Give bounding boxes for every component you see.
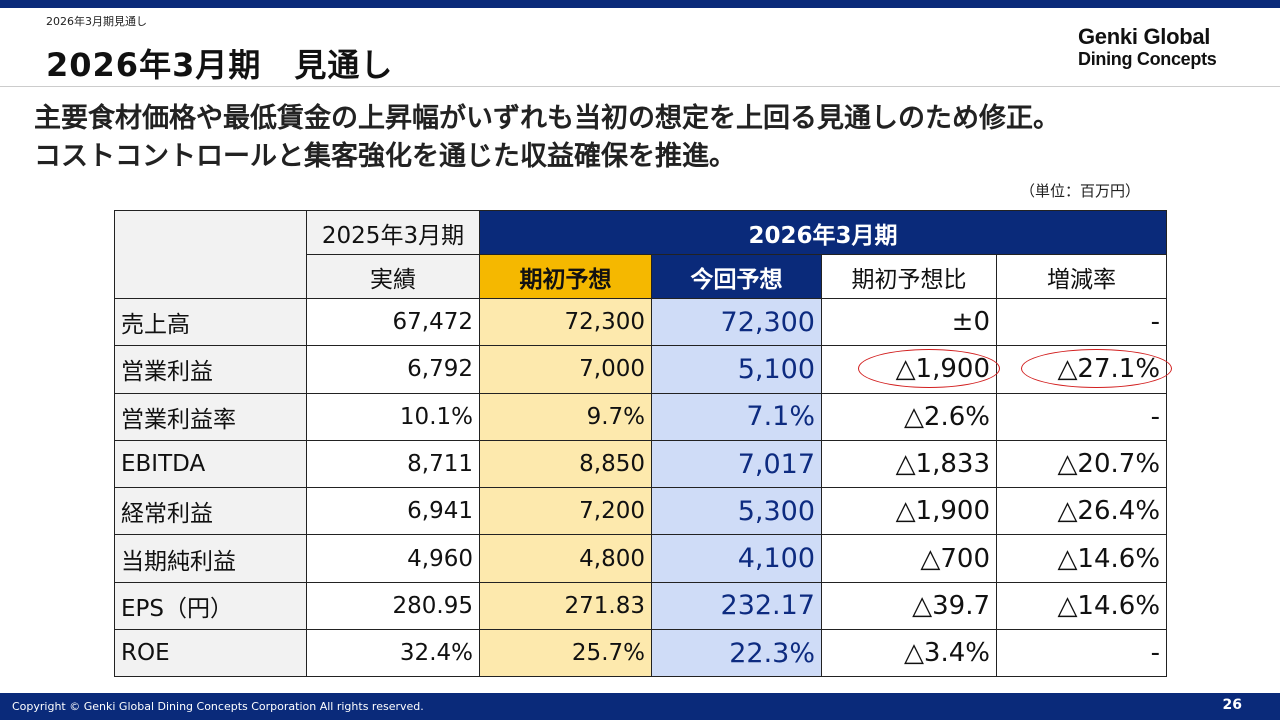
col-header-actual: 実績: [306, 254, 480, 299]
cell-change-rate: -: [995, 392, 1168, 441]
headline-line1: 主要食材価格や最低賃金の上昇幅がいずれも当初の想定を上回る見通しのため修正。: [34, 103, 1060, 134]
cell-vs-initial: △39.7: [821, 581, 997, 631]
cell-initial-forecast: 271.83: [479, 581, 652, 631]
cell-actual: 4,960: [306, 534, 480, 583]
header-row-fiscal-years: 2025年3月期 2026年3月期: [114, 210, 1168, 299]
table-row: 売上高 67,472 72,300 72,300 ±0 -: [114, 297, 1168, 347]
row-label: 当期純利益: [114, 534, 307, 583]
cell-vs-initial: △1,900: [821, 487, 997, 536]
company-logo: Genki Global Dining Concepts: [1078, 25, 1248, 70]
cell-current-forecast: 4,100: [651, 534, 822, 583]
logo-line1: Genki Global: [1078, 24, 1211, 49]
row-label: EPS（円）: [114, 581, 307, 631]
cell-initial-forecast: 72,300: [479, 297, 652, 347]
row-label: 経常利益: [114, 487, 307, 536]
row-label: ROE: [114, 629, 307, 678]
cell-change-rate: -: [995, 629, 1168, 678]
breadcrumb: 2026年3月期見通し: [46, 15, 147, 28]
row-label: 営業利益: [114, 345, 307, 394]
page-number: 26: [1222, 697, 1242, 713]
cell-initial-forecast: 7,000: [479, 345, 652, 394]
cell-initial-forecast: 4,800: [479, 534, 652, 583]
row-label: 営業利益率: [114, 392, 307, 441]
forecast-table: 2025年3月期 2026年3月期 実績 期初予想 今回予想 期初予想比 増減率…: [114, 210, 1173, 678]
table-row: 当期純利益 4,960 4,800 4,100 △700 △14.6%: [114, 534, 1168, 583]
cell-vs-initial-highlighted: △1,900: [821, 345, 1000, 394]
table-row: ROE 32.4% 25.7% 22.3% △3.4% -: [114, 629, 1168, 678]
cell-actual: 280.95: [306, 581, 480, 631]
cell-actual: 10.1%: [306, 392, 480, 441]
cell-change-rate: △20.7%: [995, 439, 1168, 489]
cell-current-forecast: 5,300: [651, 487, 822, 536]
col-header-change-rate: 増減率: [995, 254, 1168, 299]
cell-initial-forecast: 25.7%: [479, 629, 652, 678]
header-fy2025: 2025年3月期: [306, 210, 480, 255]
cell-change-rate: -: [995, 297, 1168, 347]
cell-initial-forecast: 9.7%: [479, 392, 652, 441]
cell-current-forecast: 232.17: [651, 581, 822, 631]
cell-vs-initial: △3.4%: [821, 629, 997, 678]
cell-current-forecast: 72,300: [651, 297, 822, 347]
cell-vs-initial: △700: [821, 534, 997, 583]
cell-actual: 32.4%: [306, 629, 480, 678]
cell-initial-forecast: 7,200: [479, 487, 652, 536]
cell-current-forecast: 22.3%: [651, 629, 822, 678]
header-corner-cell: [114, 210, 307, 299]
cell-actual: 67,472: [306, 297, 480, 347]
cell-vs-initial: △2.6%: [821, 392, 997, 441]
cell-vs-initial: ±0: [821, 297, 997, 347]
highlighted-value-text: △1,900: [895, 354, 990, 385]
cell-actual: 8,711: [306, 439, 480, 489]
header-fy2026: 2026年3月期: [478, 210, 1168, 255]
cell-current-forecast: 7.1%: [651, 392, 822, 441]
cell-change-rate-highlighted: △27.1%: [995, 345, 1173, 394]
col-header-vs-initial: 期初予想比: [821, 254, 997, 299]
cell-initial-forecast: 8,850: [479, 439, 652, 489]
table-row: 経常利益 6,941 7,200 5,300 △1,900 △26.4%: [114, 487, 1168, 536]
col-header-current-forecast: 今回予想: [651, 254, 822, 299]
cell-current-forecast: 5,100: [651, 345, 822, 394]
table-row: 営業利益率 10.1% 9.7% 7.1% △2.6% -: [114, 392, 1168, 441]
row-label: 売上高: [114, 297, 307, 347]
table-row: EPS（円） 280.95 271.83 232.17 △39.7 △14.6%: [114, 581, 1168, 631]
header-row-columns: 実績 期初予想 今回予想 期初予想比 増減率: [115, 254, 1168, 299]
table-row: EBITDA 8,711 8,850 7,017 △1,833 △20.7%: [114, 439, 1168, 489]
highlighted-value-text: △27.1%: [1057, 354, 1161, 385]
cell-change-rate: △14.6%: [995, 534, 1168, 583]
headline: 主要食材価格や最低賃金の上昇幅がいずれも当初の想定を上回る見通しのため修正。 コ…: [34, 100, 1264, 176]
table-row: 営業利益 6,792 7,000 5,100 △1,900 △27.1%: [114, 345, 1173, 394]
cell-change-rate: △14.6%: [995, 581, 1168, 631]
highlighted-value: △1,900: [857, 349, 1000, 389]
copyright-text: Copyright © Genki Global Dining Concepts…: [12, 700, 424, 713]
logo-line2: Dining Concepts: [1078, 49, 1217, 69]
cell-current-forecast: 7,017: [651, 439, 822, 489]
cell-actual: 6,941: [306, 487, 480, 536]
cell-actual: 6,792: [306, 345, 480, 394]
title-divider: [0, 86, 1280, 87]
cell-change-rate: △26.4%: [995, 487, 1168, 536]
col-header-initial-forecast: 期初予想: [479, 254, 652, 299]
highlighted-value: △27.1%: [1021, 349, 1173, 389]
headline-line2: コストコントロールと集客強化を通じた収益確保を推進。: [34, 141, 736, 172]
row-label: EBITDA: [114, 439, 307, 489]
top-accent-bar: [0, 0, 1280, 8]
footer-bar: Copyright © Genki Global Dining Concepts…: [0, 693, 1280, 720]
page-title: 2026年3月期 見通し: [46, 46, 394, 84]
cell-vs-initial: △1,833: [821, 439, 997, 489]
unit-note: （単位：百万円）: [1020, 182, 1141, 200]
